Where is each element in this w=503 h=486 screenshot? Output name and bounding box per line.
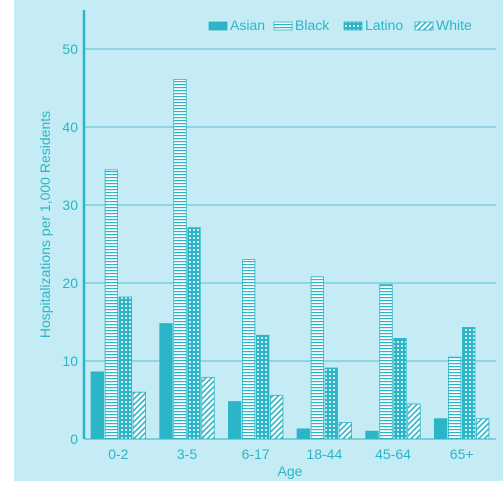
bar-white-45-64 [407,403,421,440]
bar-asian-3-5 [159,323,173,440]
legend-label-latino: Latino [365,17,403,33]
bar-latino-65+ [462,327,476,440]
y-tick-label: 20 [62,275,78,291]
y-tick-label: 30 [62,197,78,213]
bar-black-0-2 [104,169,118,440]
bar-white-3-5 [201,376,215,440]
bar-asian-45-64 [365,430,379,440]
bar-asian-18-44 [296,428,310,440]
legend-swatch-white [414,21,434,31]
bar-black-65+ [448,356,462,440]
bar-asian-65+ [434,418,448,440]
bar-white-65+ [476,418,490,440]
y-tick-label: 10 [62,353,78,369]
bar-white-18-44 [338,422,352,440]
bar-white-0-2 [132,391,146,440]
bar-black-18-44 [310,276,324,440]
x-tick-label: 18-44 [306,446,342,462]
legend-swatch-latino [343,21,363,31]
bar-latino-6-17 [256,334,270,440]
axes [82,10,496,440]
legend: Asian Black Latino White [208,17,472,33]
legend-swatch-black [273,21,293,31]
x-tick-label: 45-64 [375,446,411,462]
x-tick-label: 65+ [450,446,474,462]
y-axis-label: Hospitalizations per 1,000 Residents [37,111,53,338]
legend-label-asian: Asian [230,17,265,33]
bar-latino-3-5 [187,227,201,440]
y-tick-labels: 0 10 20 30 40 50 [62,41,78,447]
bar-white-6-17 [270,394,284,440]
legend-swatch-asian [208,21,228,31]
legend-label-white: White [436,17,472,33]
x-tick-label: 6-17 [242,446,270,462]
x-tick-label: 0-2 [108,446,128,462]
bar-latino-18-44 [324,367,338,440]
x-tick-labels: 0-2 3-5 6-17 18-44 45-64 65+ [108,446,473,462]
x-axis-label: Age [278,463,303,479]
gridlines [84,48,496,362]
bar-black-3-5 [173,79,187,440]
x-tick-label: 3-5 [177,446,197,462]
legend-label-black: Black [295,17,330,33]
bars [90,79,490,440]
y-tick-label: 0 [70,431,78,447]
bar-asian-6-17 [228,401,242,440]
y-tick-label: 50 [62,41,78,57]
bar-black-45-64 [379,284,393,440]
y-tick-label: 40 [62,119,78,135]
bar-latino-45-64 [393,337,407,440]
bar-black-6-17 [242,259,256,440]
bar-asian-0-2 [90,371,104,440]
bar-latino-0-2 [118,296,132,440]
